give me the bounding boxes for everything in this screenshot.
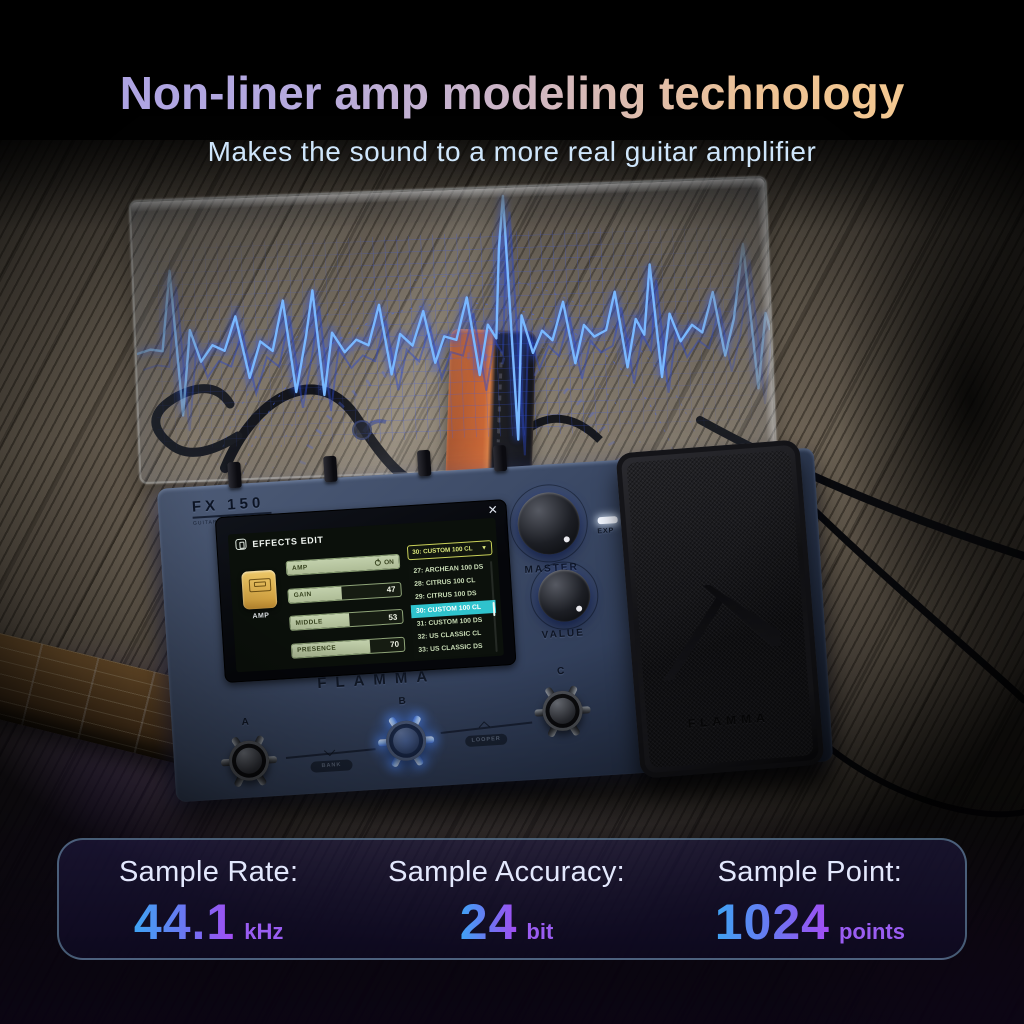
- spike: [387, 715, 425, 767]
- spike: [377, 735, 435, 747]
- close-icon[interactable]: ✕: [487, 502, 499, 518]
- knob-indicator: [564, 535, 571, 543]
- param-middle[interactable]: MIDDLE 53: [289, 608, 404, 631]
- screen-title: EFFECTS EDIT: [252, 534, 324, 549]
- stat-label: Sample Accuracy:: [388, 856, 625, 888]
- looper-pill-label: LOOPER: [464, 733, 508, 748]
- input-jack: [416, 449, 432, 477]
- stat-unit: kHz: [244, 919, 284, 944]
- expression-pedal[interactable]: FLAMMA: [615, 439, 825, 779]
- footswitch-c[interactable]: [532, 680, 594, 742]
- footswitch-a-label: A: [241, 716, 250, 729]
- hologram-glass-panel: [128, 175, 778, 485]
- flamma-chevron-logo: [655, 562, 783, 681]
- param-presence[interactable]: PRESENCE 70: [290, 636, 406, 659]
- footswitch-cap: [384, 719, 428, 763]
- stat-sample-rate: Sample Rate: 44.1 kHz: [119, 856, 298, 958]
- bank-up-arrow-icon: [478, 721, 491, 733]
- bank-pill-label: BANK: [310, 759, 353, 773]
- stat-unit: points: [838, 919, 905, 944]
- value-knob-label: VALUE: [541, 627, 586, 642]
- stat-label: Sample Rate:: [119, 856, 299, 888]
- dark-corner-right: [840, 120, 1024, 680]
- preset-dropdown[interactable]: 30: CUSTOM 100 CL ▼: [406, 540, 493, 561]
- bank-down-arrow-icon: [323, 744, 336, 757]
- module-label: AMP: [252, 612, 270, 621]
- chevron-down-icon: ▼: [481, 544, 488, 552]
- waveform-hologram: [135, 194, 778, 485]
- preset-column: 30: CUSTOM 100 CL ▼ 27: ARCHEAN 100 DS 28…: [406, 540, 499, 660]
- effects-edit-icon: [235, 538, 247, 551]
- power-icon: [374, 559, 382, 566]
- page-title: Non-liner amp modeling technology: [0, 66, 1024, 120]
- input-jack: [227, 461, 242, 489]
- stats-bar: Sample Rate: 44.1 kHz Sample Accuracy: 2…: [57, 838, 967, 960]
- input-jack: [492, 444, 508, 472]
- touchscreen[interactable]: EFFECTS EDIT AMP AMP ON GAIN 47 MIDDLE 53 PRES…: [227, 517, 504, 673]
- preset-dropdown-label: 30: CUSTOM 100 CL: [412, 545, 473, 557]
- footswitch-cap: [227, 739, 271, 782]
- stat-value: 1024: [714, 894, 830, 950]
- input-jack: [323, 455, 338, 483]
- param-amp[interactable]: AMP ON: [285, 553, 401, 576]
- knob-indicator: [576, 605, 583, 612]
- param-gain[interactable]: GAIN 47: [287, 581, 403, 604]
- screen-header: EFFECTS EDIT: [235, 534, 324, 551]
- page-subtitle: Makes the sound to a more real guitar am…: [207, 136, 817, 167]
- value-knob[interactable]: [536, 568, 592, 624]
- param-list: AMP ON GAIN 47 MIDDLE 53 PRESENCE 70: [285, 553, 407, 671]
- spike: [390, 714, 422, 768]
- stat-sample-point: Sample Point: 1024 points: [715, 856, 905, 958]
- stat-sample-accuracy: Sample Accuracy: 24 bit: [388, 856, 625, 958]
- exp-led: [597, 516, 618, 525]
- headline: Non-liner amp modeling technology Makes …: [0, 66, 1024, 168]
- footswitch-c-label: C: [556, 665, 565, 678]
- module-selector[interactable]: AMP: [238, 569, 281, 621]
- exp-label: EXP: [597, 527, 615, 536]
- footswitch-cap: [541, 689, 584, 733]
- stat-value: 24: [459, 894, 518, 950]
- footswitch-b[interactable]: [375, 710, 437, 772]
- master-knob[interactable]: [515, 490, 582, 557]
- stat-unit: bit: [526, 919, 554, 944]
- stat-label: Sample Point:: [717, 856, 903, 888]
- amp-icon[interactable]: [241, 569, 278, 610]
- preset-list[interactable]: 27: ARCHEAN 100 DS 28: CITRUS 100 CL 29: C…: [408, 559, 499, 660]
- stat-value: 44.1: [133, 894, 236, 950]
- footswitch-a[interactable]: [218, 730, 280, 792]
- touchscreen-bezel: ✕ EFFECTS EDIT AMP AMP ON GAIN 47 MIDDLE 53 PR…: [214, 499, 517, 684]
